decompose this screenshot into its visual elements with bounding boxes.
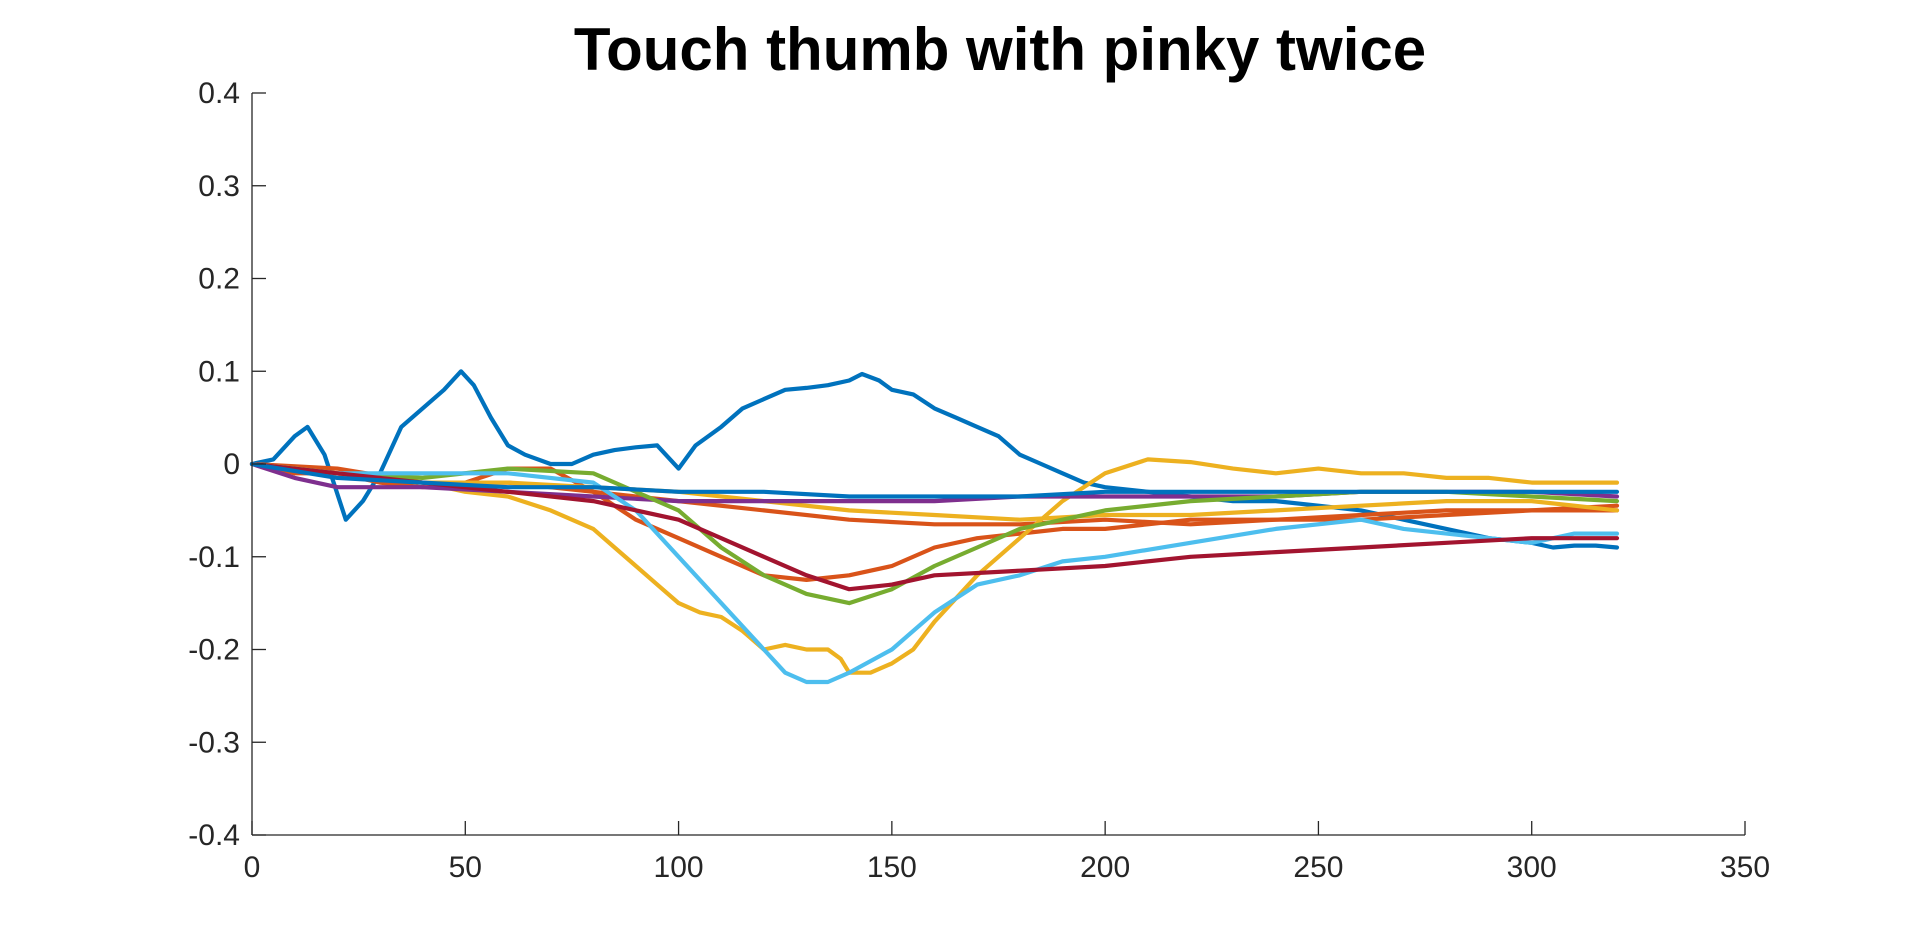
x-tick-label: 50 (449, 851, 482, 884)
y-tick-label: 0 (223, 448, 240, 481)
series-line-4 (249, 457, 1620, 675)
axes-layer (251, 93, 1745, 836)
series-line-1 (249, 369, 1620, 550)
y-tick-label: 0.1 (198, 355, 240, 388)
y-tick-label: -0.1 (188, 541, 240, 574)
series-line-8 (249, 461, 1620, 685)
y-tick-label: 0.3 (198, 170, 240, 203)
x-tick-label: 300 (1507, 851, 1557, 884)
x-tick-label: 350 (1720, 851, 1770, 884)
y-tick-label: -0.4 (188, 819, 240, 852)
y-tick-label: 0.2 (198, 263, 240, 296)
series-line-5 (249, 461, 1620, 522)
series-layer (249, 369, 1620, 685)
x-tick-label: 150 (867, 851, 917, 884)
series-line-9 (249, 461, 1620, 592)
y-ticks: -0.4 -0.3 -0.2 -0.1 0 0.1 0.2 0.3 0.4 (188, 77, 266, 852)
y-tick-label: -0.3 (188, 726, 240, 759)
series-line-10 (249, 461, 1620, 499)
y-tick-label: 0.4 (198, 77, 240, 110)
x-tick-label: 0 (244, 851, 261, 884)
x-ticks: 0 50 100 150 200 250 300 350 (244, 821, 1770, 884)
x-tick-label: 200 (1080, 851, 1130, 884)
x-tick-label: 250 (1293, 851, 1343, 884)
series-line-7 (249, 461, 1620, 606)
x-tick-label: 100 (654, 851, 704, 884)
chart-title: Touch thumb with pinky twice (574, 16, 1426, 83)
y-tick-label: -0.2 (188, 634, 240, 667)
